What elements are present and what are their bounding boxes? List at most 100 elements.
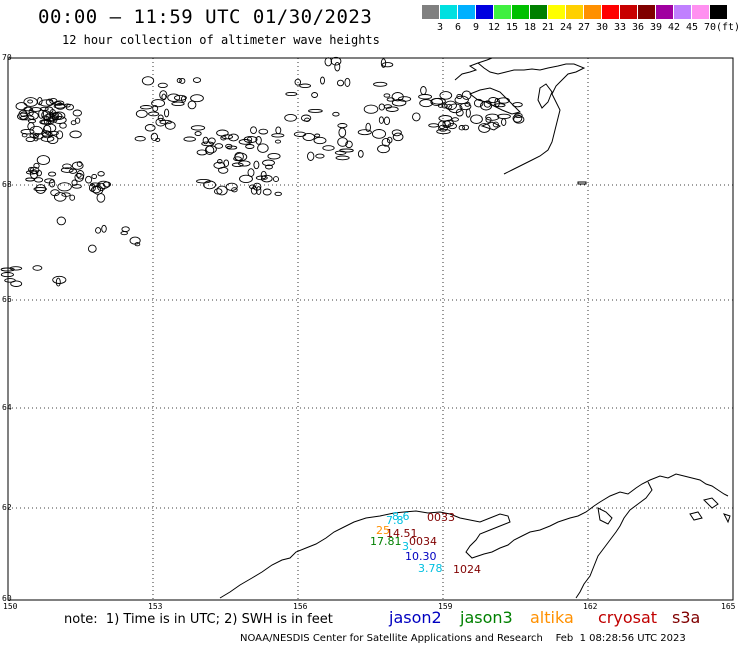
ice-floe-outline	[29, 107, 42, 112]
ice-floe-outline	[40, 119, 55, 125]
ice-floe-outline	[217, 159, 223, 164]
ice-floe-outline	[447, 122, 457, 130]
map-gridlines	[8, 58, 733, 600]
ice-floe-outline	[334, 150, 347, 155]
ice-floe-outline	[231, 162, 244, 168]
ice-floe-outline	[226, 145, 238, 150]
ice-floe-outline	[274, 191, 282, 197]
scale-tick-label: 45	[685, 22, 699, 33]
wave-height-label: 8.6	[392, 510, 410, 523]
ice-floe-outline	[392, 132, 404, 142]
ice-floe-outline	[391, 99, 407, 107]
scale-tick-label: 3	[436, 22, 444, 33]
ice-floe-outline	[202, 136, 209, 145]
ice-floe-outline	[470, 114, 483, 124]
ice-floe-outline	[44, 178, 55, 184]
ice-floe-outline	[216, 129, 229, 137]
ice-floe-outline	[436, 128, 451, 135]
ice-floe-outline	[150, 132, 159, 142]
ice-floe-outline	[159, 90, 168, 100]
ice-floe-outline	[255, 175, 268, 181]
ice-floe-outline	[501, 118, 507, 126]
ice-floe-outline	[492, 121, 499, 128]
ice-floe-outline	[357, 150, 364, 158]
satellite-legend-s3a: s3a	[672, 608, 701, 627]
ice-floe-outline	[412, 112, 421, 122]
ice-floe-outline	[0, 267, 15, 272]
longitude-label: 150	[3, 602, 18, 611]
ice-floe-outline	[438, 115, 453, 122]
ice-floe-outline	[171, 101, 185, 107]
ice-floe-outline	[245, 144, 255, 149]
ice-floe-outline	[324, 57, 333, 67]
map-subtitle: 12 hour collection of altimeter wave hei…	[62, 33, 380, 47]
ice-floe-outline	[214, 143, 224, 149]
ice-floe-outline	[201, 141, 215, 147]
ice-floe-outline	[43, 113, 57, 122]
wave-height-label: 7.8	[386, 514, 404, 527]
wave-height-label: 10.30	[405, 550, 437, 563]
ice-floe-outline	[155, 137, 161, 142]
latitude-label: 62	[2, 503, 12, 512]
ice-floe-outline	[338, 127, 347, 138]
ice-floe-outline	[257, 143, 269, 153]
ice-floe-outline	[29, 125, 43, 136]
ice-floe-outline	[134, 136, 146, 142]
ice-floe-outline	[335, 155, 350, 161]
ice-floe-outline	[311, 92, 319, 98]
ice-floe-outline	[152, 104, 159, 112]
ice-floe-outline	[155, 117, 166, 127]
ice-floe-outline	[32, 265, 43, 271]
scale-swatch	[422, 5, 440, 19]
longitude-label: 159	[438, 602, 453, 611]
scale-tick-label: 33	[613, 22, 627, 33]
ice-floe-outline	[284, 113, 297, 122]
latitude-labels: 70 68 66 64 62 60	[2, 53, 12, 603]
ice-floe-outline	[250, 186, 258, 195]
longitude-label: 165	[721, 602, 736, 611]
ice-floe-outline	[33, 187, 47, 192]
map-title: 00:00 – 11:59 UTC 01/30/2023	[38, 6, 373, 28]
ice-floe-outline	[337, 137, 348, 147]
footer-credit: NOAA/NESDIS Center for Satellite Applica…	[240, 633, 686, 644]
ice-floe-outline	[95, 227, 102, 234]
ice-floe-outline	[161, 93, 167, 101]
ice-floe-outline	[53, 192, 67, 202]
ice-floe-outline	[397, 96, 412, 102]
ice-floe-outline	[141, 76, 155, 86]
ice-floe-outline	[247, 136, 253, 142]
satellite-legend-cryosat: cryosat	[598, 608, 658, 627]
ice-floe-outline	[330, 56, 342, 66]
ice-floe-outline	[458, 125, 465, 131]
ice-floe-outline	[238, 139, 252, 145]
ice-floe-outline	[167, 93, 181, 102]
ice-floe-outline	[444, 100, 457, 111]
ice-floe-outline	[76, 170, 85, 180]
ice-floe-outline	[36, 155, 51, 166]
ice-floe-outline	[91, 173, 98, 180]
ice-floe-outline	[69, 194, 76, 201]
ice-floe-outline	[260, 170, 267, 180]
ice-floe-outline	[478, 123, 491, 133]
ice-floe-outline	[61, 192, 71, 197]
scale-swatch	[512, 5, 530, 19]
ice-floe-outline	[365, 122, 371, 133]
ice-floe-outline	[183, 136, 196, 142]
longitude-labels: 150 153 156 159 162 165	[3, 602, 736, 611]
scale-swatch	[620, 5, 638, 19]
scale-swatch	[530, 5, 548, 19]
ice-floe-outline	[253, 160, 260, 170]
scale-tick-label: 42	[667, 22, 681, 33]
ice-floe-outline	[441, 103, 448, 109]
ice-floe-outline	[88, 183, 96, 192]
ice-floe-outline	[497, 113, 511, 120]
ice-floe-outline	[36, 169, 42, 177]
ice-floe-outline	[20, 128, 35, 135]
ice-floe-outline	[294, 78, 302, 86]
ice-floe-outline	[383, 93, 391, 98]
scale-unit-label: (ft)	[716, 22, 740, 33]
ice-floe-outline	[23, 97, 38, 107]
ice-floe-outline	[71, 184, 82, 189]
scale-tick-label: 18	[523, 22, 537, 33]
